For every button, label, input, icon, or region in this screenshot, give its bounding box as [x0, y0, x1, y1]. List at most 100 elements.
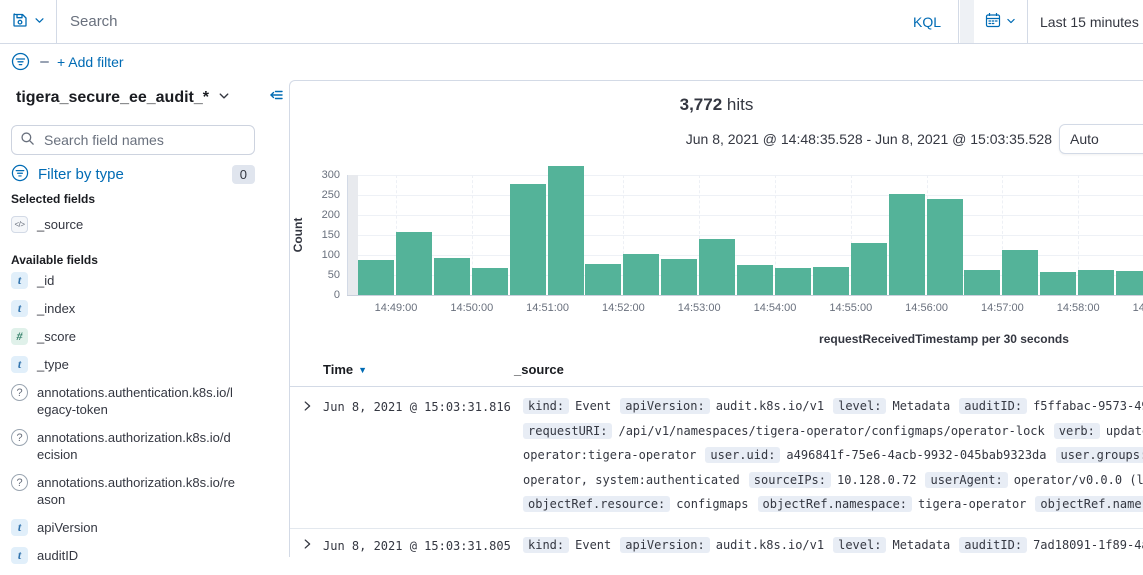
source-field-badge: objectRef.namespace: [757, 496, 913, 512]
chevron-down-icon [1006, 14, 1016, 29]
filter-by-type-button[interactable]: Filter by type 0 [11, 164, 255, 185]
collapse-sidebar-icon[interactable] [268, 87, 284, 106]
field-name: _source [37, 217, 84, 232]
source-field-badge: objectRef.resource: [523, 496, 671, 512]
source-line: kind: Event apiVersion: audit.k8s.io/v1 leve… [523, 394, 1143, 419]
source-field-badge: userAgent: [925, 471, 1008, 488]
time-range-label[interactable]: Last 15 minutes [1040, 13, 1139, 30]
hits-label: hits [726, 95, 754, 114]
available-fields-heading: Available fields [11, 253, 98, 267]
field-item-apiVersion[interactable]: t apiVersion [11, 519, 281, 536]
histogram-bar[interactable] [585, 264, 622, 295]
field-item-_id[interactable]: t _id [11, 272, 281, 289]
field-name: annotations.authorization.k8s.io/decisio… [37, 430, 231, 462]
x-gridline [471, 175, 473, 295]
table-row: Jun 8, 2021 @ 15:03:31.816 kind: Event apiV… [290, 387, 1143, 529]
y-tick-label: 200 [321, 209, 340, 221]
x-gridline [699, 175, 701, 295]
field-item-annotations.authorization.k8s.io/reason[interactable]: ? annotations.authorization.k8s.io/reason [11, 474, 281, 508]
source-field-value: a496841f-75e6-4acb-9932-045bab9323da [786, 448, 1047, 462]
histogram-bar[interactable] [547, 165, 584, 295]
date-picker-group: Last 15 minutes [974, 0, 1143, 43]
field-type-number-icon: # [11, 328, 28, 345]
x-tick-label: 14:57:00 [980, 302, 1024, 314]
partial-bucket-band [348, 175, 358, 295]
discover-main-panel: 3,772 hits Jun 8, 2021 @ 14:48:35.528 - … [289, 80, 1143, 557]
field-item-auditID[interactable]: t auditID [11, 547, 281, 564]
y-tick-label: 250 [321, 189, 340, 201]
chevron-down-icon [34, 14, 45, 29]
histogram-bar[interactable] [509, 184, 546, 295]
index-pattern-switcher[interactable]: tigera_secure_ee_audit_* [16, 89, 230, 107]
histogram-bar[interactable] [623, 253, 660, 295]
histogram-bar[interactable] [1002, 250, 1039, 295]
y-gridline [348, 195, 1143, 196]
histogram-bar[interactable] [661, 258, 698, 295]
histogram-bar[interactable] [774, 268, 811, 295]
source-line: kind: Event apiVersion: audit.k8s.io/v1 leve… [523, 533, 1143, 557]
histogram-bar[interactable] [471, 268, 508, 295]
field-type-source-icon: </> [11, 216, 28, 233]
x-tick-label: 14:55:00 [829, 302, 873, 314]
field-name: _score [37, 329, 77, 344]
field-search-input[interactable] [42, 131, 246, 149]
column-header-time[interactable]: Time ▼ [323, 362, 368, 377]
source-line: operator:tigera-operator user.uid: a496841… [523, 443, 1143, 468]
histogram-bar[interactable] [812, 267, 849, 295]
source-field-badge: sourceIPs: [748, 471, 831, 488]
x-tick-label: 14:54:00 [753, 302, 797, 314]
x-tick-label: 14:50:00 [450, 302, 494, 314]
source-line: operator, system:authenticated sourceIPs:… [523, 468, 1143, 493]
histogram-bar[interactable] [699, 239, 736, 295]
source-field-badge: objectRef.name: [1035, 496, 1143, 512]
source-field-value: f5ffabac-9573-4918-a [1033, 399, 1143, 413]
source-field-badge: level: [833, 398, 887, 414]
histogram-bar[interactable] [1116, 271, 1143, 295]
expand-row-icon[interactable] [300, 537, 314, 554]
histogram-bar[interactable] [850, 243, 887, 295]
row-time: Jun 8, 2021 @ 15:03:31.805 [323, 539, 511, 553]
histogram-bar[interactable] [926, 199, 963, 295]
field-type-unknown-icon: ? [11, 384, 28, 401]
search-icon [20, 131, 35, 149]
source-field-badge: kind: [523, 537, 570, 553]
fields-sidebar: tigera_secure_ee_audit_* Filter by type … [0, 80, 289, 564]
filter-options-button[interactable] [8, 50, 32, 74]
field-item-annotations.authorization.k8s.io/decision[interactable]: ? annotations.authorization.k8s.io/decisi… [11, 429, 281, 463]
source-field-badge: user.uid: [705, 447, 781, 463]
histogram-bar[interactable] [395, 232, 432, 295]
histogram-chart: Count requestReceivedTimestamp per 30 se… [290, 158, 1143, 354]
field-item-annotations.authentication.k8s.io/legacy-token[interactable]: ? annotations.authentication.k8s.io/legac… [11, 384, 281, 418]
y-gridline [348, 255, 1143, 256]
histogram-bar[interactable] [433, 257, 470, 295]
histogram-bar[interactable] [1040, 272, 1077, 295]
source-field-value: Metadata [892, 399, 951, 413]
histogram-bar[interactable] [737, 264, 773, 295]
hits-summary: 3,772 hits [290, 95, 1143, 115]
histogram-bar[interactable] [964, 269, 1001, 295]
field-item-_source[interactable]: </> _source [11, 216, 281, 233]
y-tick-label: 300 [321, 169, 340, 181]
y-tick-label: 50 [327, 269, 340, 281]
date-picker-button[interactable] [974, 0, 1028, 43]
x-gridline [1002, 175, 1004, 295]
histogram-bar[interactable] [888, 194, 925, 295]
histogram-bar[interactable] [358, 259, 394, 295]
expand-row-icon[interactable] [300, 399, 314, 416]
x-gridline [775, 175, 776, 295]
field-item-_score[interactable]: # _score [11, 328, 281, 345]
source-field-value: Event [575, 399, 612, 413]
field-item-_type[interactable]: t _type [11, 356, 281, 373]
source-line: requestURI: /api/v1/namespaces/tigera-ope… [523, 419, 1143, 444]
add-filter-button[interactable]: + Add filter [57, 54, 124, 70]
histogram-bar[interactable] [1078, 270, 1115, 295]
saved-query-menu-button[interactable] [0, 0, 57, 43]
kql-button[interactable]: KQL [898, 0, 956, 43]
search-input[interactable] [57, 0, 959, 43]
x-tick-label: 14:59:00 [1132, 302, 1143, 314]
source-field-value: 7ad18091-1f89-4a97-9 [1033, 538, 1143, 552]
field-item-_index[interactable]: t _index [11, 300, 281, 317]
query-bar: KQL Last 15 minutes [0, 0, 1143, 44]
interval-select[interactable]: Auto [1059, 124, 1143, 154]
field-type-string-icon: t [11, 272, 28, 289]
